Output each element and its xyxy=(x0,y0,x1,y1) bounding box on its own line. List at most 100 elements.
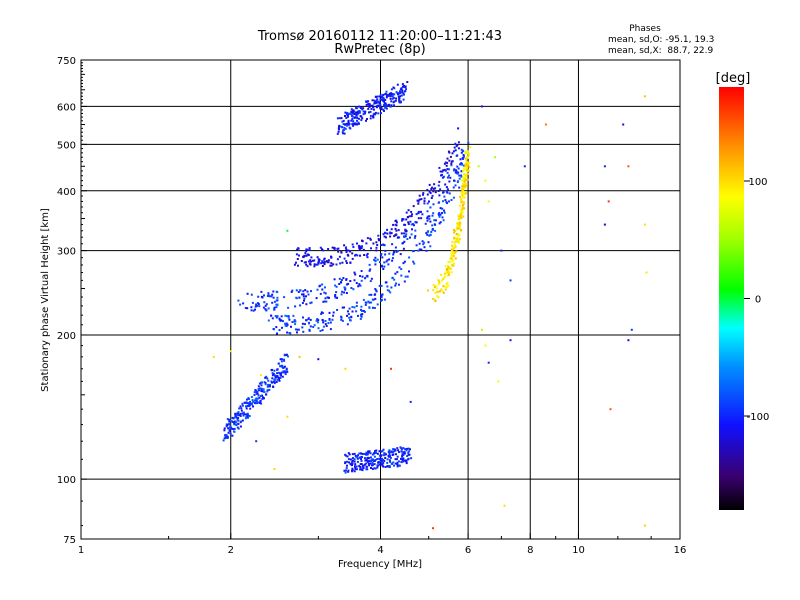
data-point xyxy=(283,296,286,299)
data-point xyxy=(296,248,299,251)
data-point xyxy=(315,297,318,300)
data-point xyxy=(377,104,380,107)
data-point xyxy=(276,315,279,318)
data-point xyxy=(426,217,429,220)
chart-subtitle: RwPretec (8p) xyxy=(334,42,425,57)
data-point xyxy=(458,227,461,230)
y-tick-label: 600 xyxy=(57,102,76,113)
data-point xyxy=(398,266,401,269)
data-point xyxy=(308,247,311,250)
data-point xyxy=(406,216,409,218)
data-point xyxy=(453,244,456,247)
data-point xyxy=(280,358,283,361)
data-point xyxy=(432,297,435,300)
data-point xyxy=(367,450,370,453)
data-point xyxy=(246,412,249,415)
data-point xyxy=(252,405,254,408)
data-point xyxy=(294,323,297,326)
data-point xyxy=(457,236,460,239)
data-point xyxy=(276,299,279,302)
data-point xyxy=(384,249,387,252)
data-point xyxy=(234,414,237,417)
data-point xyxy=(361,464,364,467)
data-point xyxy=(371,306,374,309)
data-point xyxy=(346,124,349,127)
data-point xyxy=(382,453,385,456)
data-point xyxy=(328,311,331,314)
data-point xyxy=(305,250,308,252)
data-point xyxy=(464,186,467,189)
data-point xyxy=(364,463,366,466)
data-point xyxy=(382,243,385,246)
data-point xyxy=(341,131,344,134)
y-tick-label: 75 xyxy=(63,535,76,546)
data-point xyxy=(324,320,327,322)
y-tick-label: 400 xyxy=(57,187,76,198)
data-point xyxy=(284,373,287,376)
data-point xyxy=(452,251,455,254)
data-point xyxy=(329,328,332,331)
data-point xyxy=(339,262,342,265)
data-point xyxy=(372,242,375,245)
data-point xyxy=(363,457,366,460)
data-point xyxy=(448,192,451,195)
data-point xyxy=(465,191,468,193)
data-point xyxy=(393,450,396,453)
data-point xyxy=(448,273,451,276)
data-point xyxy=(383,298,386,301)
data-point xyxy=(306,248,309,251)
data-point xyxy=(378,95,381,98)
data-point xyxy=(223,437,226,440)
data-point xyxy=(392,253,395,256)
data-point xyxy=(309,325,312,328)
data-point xyxy=(319,246,322,249)
data-point xyxy=(342,132,345,135)
data-point xyxy=(344,123,346,126)
data-point xyxy=(459,216,461,219)
data-point xyxy=(234,412,237,415)
data-point xyxy=(228,418,231,421)
data-point xyxy=(323,257,326,260)
data-point xyxy=(277,362,280,365)
data-point xyxy=(385,453,387,456)
data-point xyxy=(437,296,440,299)
data-point xyxy=(347,112,350,115)
data-point xyxy=(374,100,377,103)
data-point xyxy=(396,83,399,86)
data-point xyxy=(266,385,269,388)
data-point xyxy=(439,207,442,210)
data-point xyxy=(406,455,409,457)
data-point xyxy=(222,439,225,442)
data-point xyxy=(398,283,400,286)
data-point xyxy=(464,168,467,171)
data-point xyxy=(351,453,354,456)
data-point xyxy=(460,214,463,217)
data-point xyxy=(461,179,464,182)
data-point xyxy=(309,302,312,305)
data-point xyxy=(275,316,278,319)
data-point xyxy=(460,210,463,213)
data-point xyxy=(254,305,257,308)
data-point xyxy=(384,281,387,284)
data-point xyxy=(394,272,397,275)
data-point xyxy=(302,255,305,258)
data-point xyxy=(338,124,341,127)
data-point xyxy=(352,288,355,291)
data-point xyxy=(348,461,350,464)
data-point xyxy=(432,289,435,292)
data-point xyxy=(364,112,366,115)
data-point xyxy=(391,276,394,279)
data-point xyxy=(356,113,359,116)
data-point xyxy=(396,271,399,274)
data-point xyxy=(368,460,371,463)
data-point xyxy=(427,289,429,292)
data-point xyxy=(365,459,368,462)
data-point xyxy=(340,315,343,318)
data-point xyxy=(425,232,428,235)
data-point xyxy=(500,249,503,252)
data-point xyxy=(460,174,463,177)
data-point xyxy=(274,315,277,318)
data-point xyxy=(457,214,460,217)
data-point xyxy=(424,222,427,225)
data-point xyxy=(418,248,421,251)
